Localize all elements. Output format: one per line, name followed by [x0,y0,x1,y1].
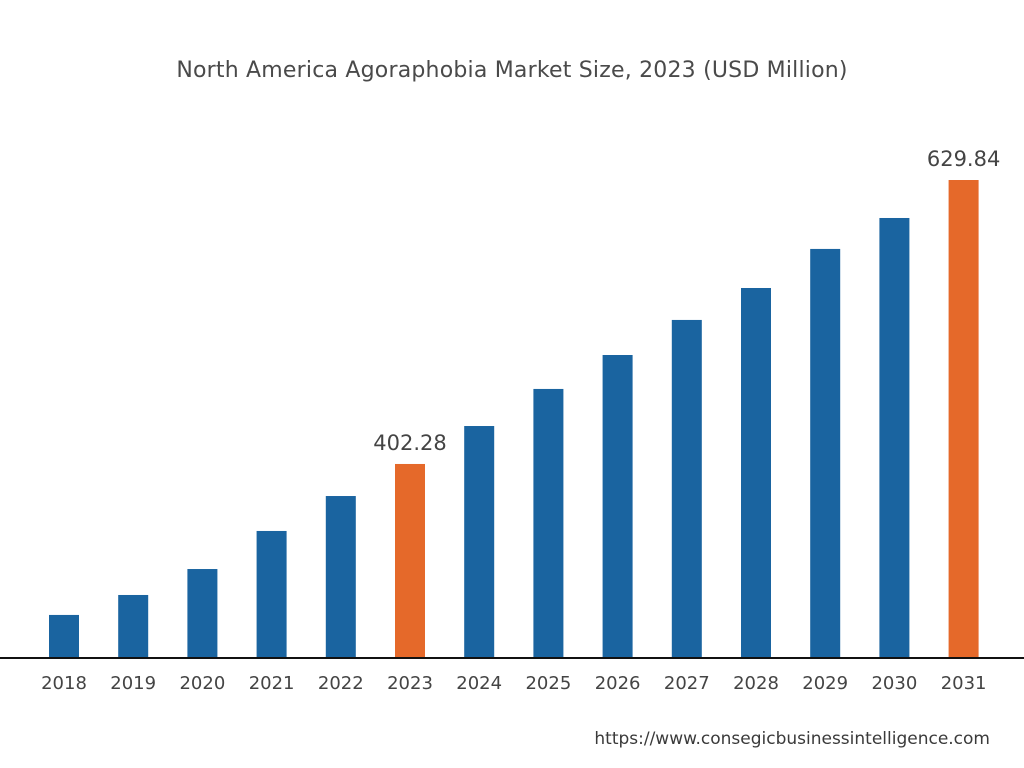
x-tick-label: 2024 [456,673,502,694]
data-label-2023: 402.28 [373,431,446,455]
x-tick-label: 2023 [387,673,433,694]
data-label-2031: 629.84 [927,147,1000,171]
bar-2019 [118,594,149,657]
x-tick-label: 2030 [871,673,917,694]
x-tick-label: 2022 [318,673,364,694]
x-tick-label: 2026 [595,673,641,694]
x-tick-label: 2025 [525,673,571,694]
bar-2027 [671,319,702,657]
bar-2031 [948,180,979,657]
bar-2022 [325,496,356,657]
bar-2026 [602,355,633,657]
x-tick-label: 2027 [664,673,710,694]
bar-2018 [49,614,79,657]
x-tick-label: 2031 [941,673,987,694]
bar-2028 [741,287,771,657]
x-tick-label: 2028 [733,673,779,694]
bar-2021 [256,530,287,657]
bar-2030 [879,217,910,657]
chart-title: North America Agoraphobia Market Size, 2… [176,58,848,83]
bar-2020 [187,569,218,657]
bar-2025 [533,388,564,657]
bar-2024 [464,426,495,657]
bar-2029 [810,248,841,657]
x-tick-label: 2020 [179,673,225,694]
x-tick-label: 2019 [110,673,156,694]
source-url: https://www.consegicbusinessintelligence… [594,729,990,749]
x-tick-label: 2021 [249,673,295,694]
bar-2023 [395,463,425,657]
x-tick-label: 2018 [41,673,87,694]
x-tick-label: 2029 [802,673,848,694]
